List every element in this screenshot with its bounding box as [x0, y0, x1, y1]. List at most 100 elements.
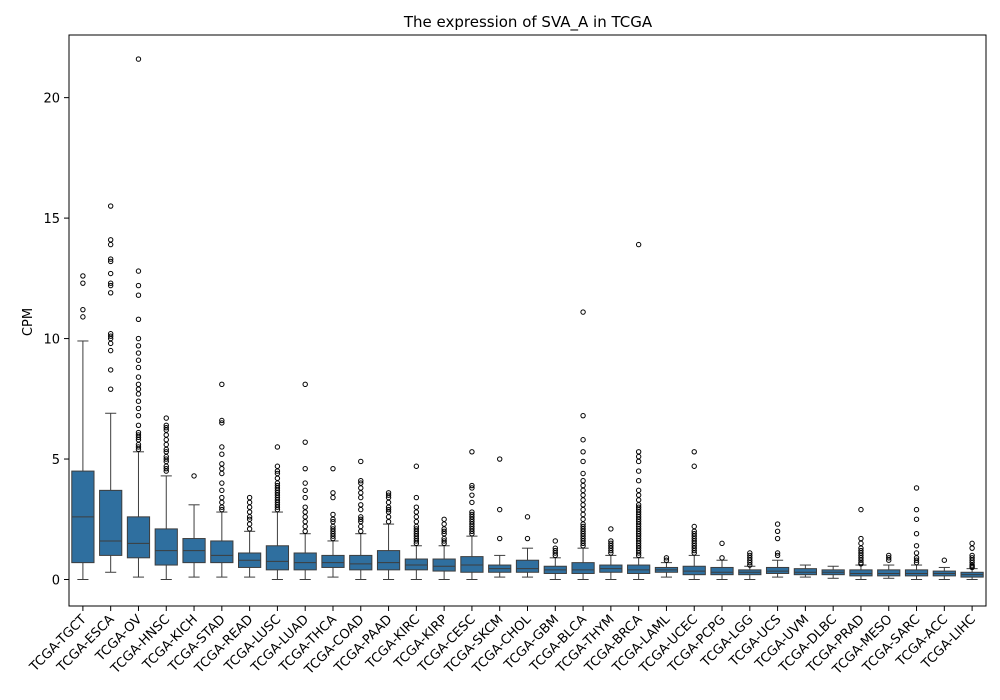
outlier-point [219, 499, 225, 506]
outlier-point [135, 357, 142, 363]
outlier-point [246, 516, 253, 522]
outlier-point [580, 487, 586, 494]
outlier-point [219, 381, 225, 388]
outlier-point [219, 480, 225, 486]
outlier-point [135, 422, 142, 429]
outlier-point [302, 509, 308, 515]
outlier-point [691, 463, 697, 469]
outlier-point [497, 535, 503, 542]
outlier-point [913, 531, 920, 537]
box-tcga-ucs [765, 566, 790, 574]
outlier-point [135, 268, 142, 274]
outlier-point [246, 494, 253, 501]
outlier-point [80, 280, 86, 286]
outlier-point [858, 540, 864, 547]
outlier-point [358, 490, 364, 496]
plot-frame [68, 34, 987, 607]
y-tick-label: 10 [43, 333, 60, 348]
outlier-point [135, 412, 142, 419]
outlier-point [774, 535, 781, 542]
outlier-point [163, 415, 169, 421]
outlier-point [107, 280, 114, 286]
outlier-point [302, 487, 308, 494]
outlier-point [886, 555, 892, 561]
y-tick-label: 20 [43, 92, 60, 107]
outlier-point [469, 509, 475, 515]
outlier-point [552, 547, 558, 554]
outlier-point [219, 487, 225, 494]
outlier-point [219, 420, 225, 426]
outlier-point [219, 461, 225, 467]
outlier-point [691, 531, 697, 537]
outlier-point [524, 514, 531, 520]
outlier-point [413, 509, 420, 515]
outlier-point [691, 523, 697, 530]
outlier-point [107, 256, 114, 262]
outlier-point [774, 550, 781, 556]
outlier-point [635, 458, 642, 465]
outlier-point [135, 282, 142, 289]
outlier-point [385, 506, 392, 513]
outlier-point [635, 453, 642, 460]
box-tcga-hnsc [154, 528, 178, 566]
outlier-point [302, 494, 308, 501]
box-tcga-thca [321, 554, 345, 568]
outlier-point [941, 557, 948, 563]
outlier-point [385, 518, 392, 525]
outlier-point [552, 545, 558, 551]
outlier-point [107, 241, 114, 248]
outlier-point [135, 316, 142, 322]
y-tick-label: 5 [52, 453, 60, 468]
outlier-point [913, 550, 920, 556]
outlier-point [747, 550, 753, 556]
y-axis-label: CPM [21, 308, 36, 336]
box-tcga-luad [293, 552, 317, 571]
outlier-point [858, 547, 864, 554]
outlier-point [163, 465, 169, 472]
outlier-point [469, 511, 475, 518]
outlier-point [663, 557, 670, 563]
outlier-point [469, 485, 475, 491]
outlier-point [858, 535, 864, 542]
outlier-point [441, 528, 447, 535]
outlier-point [107, 258, 114, 265]
outlier-point [469, 492, 475, 498]
outlier-point [302, 528, 308, 535]
outlier-point [719, 555, 725, 561]
outlier-point [274, 463, 281, 469]
outlier-point [219, 417, 225, 424]
outlier-point [774, 552, 781, 559]
outlier-point [302, 480, 308, 486]
outlier-point [135, 292, 142, 298]
outlier-point [107, 203, 114, 209]
outlier-point [107, 386, 114, 392]
outlier-point [747, 552, 753, 559]
outlier-point [107, 270, 114, 277]
box-tcga-paad [376, 550, 401, 571]
outlier-point [330, 494, 336, 501]
outlier-point [135, 364, 142, 371]
outlier-point [219, 465, 225, 472]
outlier-point [219, 444, 225, 450]
box-tcga-sarc [904, 569, 929, 577]
outlier-point [580, 458, 586, 465]
outlier-point [191, 473, 197, 479]
outlier-point [441, 521, 447, 527]
outlier-point [413, 526, 420, 532]
outlier-point [246, 499, 253, 506]
outlier-point [580, 470, 586, 477]
outlier-point [246, 526, 253, 532]
outlier-point [219, 506, 225, 513]
outlier-point [635, 497, 642, 503]
outlier-point [302, 523, 308, 530]
outlier-point [413, 494, 420, 501]
outlier-point [580, 502, 586, 508]
outlier-point [135, 343, 142, 349]
outlier-point [413, 518, 420, 525]
outlier-point [385, 492, 392, 498]
plot-area: 05101520TCGA-TGCTTCGA-ESCATCGA-OVTCGA-HN… [26, 56, 984, 678]
box-tcga-blca [571, 562, 595, 574]
outlier-point [358, 478, 364, 484]
outlier-point [274, 470, 281, 477]
outlier-point [302, 514, 308, 520]
